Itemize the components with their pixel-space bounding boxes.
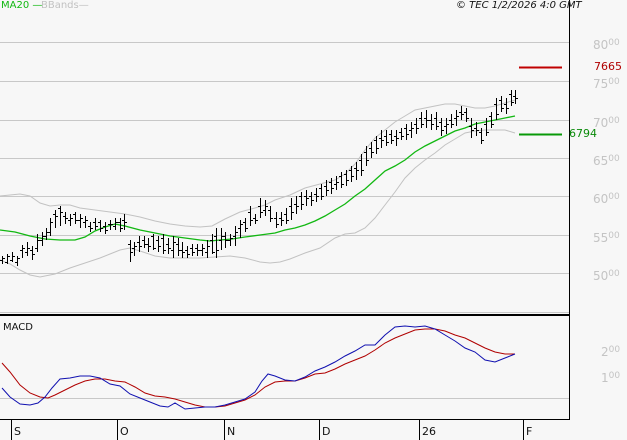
copyright-timestamp: © TEC 1/2/2026 4:0 GMT	[456, 0, 582, 11]
price-label: 7500	[593, 77, 620, 91]
support-value: 6794	[569, 127, 597, 140]
legend-ma20: MA20 —	[1, 0, 43, 11]
price-grid	[0, 42, 569, 313]
price-label: 6500	[593, 154, 620, 168]
bollinger-bands	[0, 99, 516, 278]
price-label: 5000	[593, 269, 620, 283]
price-label: 5500	[593, 231, 620, 245]
price-label: 6000	[593, 192, 620, 206]
macd-label: 100	[601, 371, 621, 385]
price-label: 8000	[593, 38, 620, 52]
price-label: 7000	[593, 116, 620, 130]
macd-line	[1, 325, 516, 410]
time-label: D	[322, 425, 331, 438]
macd-label: 200	[601, 345, 621, 359]
macd-title: MACD	[3, 322, 33, 333]
time-label: N	[227, 425, 236, 438]
time-label: 26	[422, 425, 436, 438]
legend-bbands: BBands—	[41, 0, 89, 11]
time-label: S	[14, 425, 21, 438]
ma20-line	[0, 115, 516, 242]
ohlc-bars	[0, 90, 518, 266]
time-label: O	[120, 425, 129, 438]
time-ticks	[11, 420, 524, 440]
resistance-value: 7665	[594, 60, 622, 73]
time-label: F	[526, 425, 533, 438]
macd-signal-line	[1, 328, 515, 408]
